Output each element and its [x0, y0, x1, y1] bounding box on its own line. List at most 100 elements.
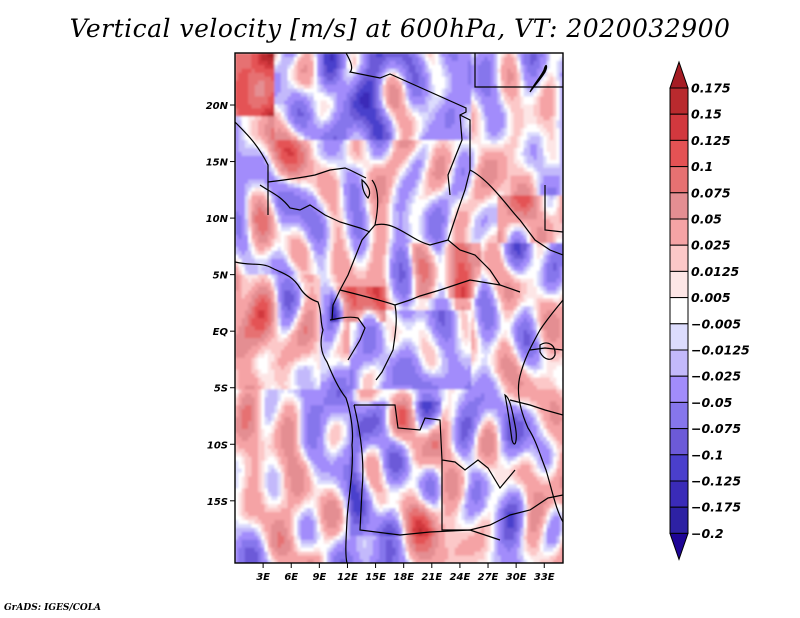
field-cell [438, 104, 443, 110]
field-cell [385, 219, 390, 224]
field-cell [484, 215, 489, 220]
field-cell [559, 167, 563, 173]
field-cell [546, 187, 551, 193]
field-cell [294, 104, 298, 110]
field-cell [467, 171, 472, 177]
field-cell [441, 60, 446, 66]
field-cell [267, 53, 272, 58]
field-cell [330, 191, 334, 197]
field-cell [504, 167, 508, 173]
field-cell [284, 179, 289, 185]
field-cell [415, 223, 420, 228]
field-cell [546, 144, 551, 149]
field-cell [303, 195, 308, 201]
field-cell [323, 116, 328, 121]
field-cell [326, 136, 331, 141]
field-cell [435, 96, 439, 102]
field-cell [425, 100, 430, 106]
field-cell [431, 239, 436, 244]
field-cell [497, 227, 502, 232]
field-cell [280, 243, 285, 248]
field-cell [418, 215, 423, 220]
field-cell [500, 148, 505, 153]
field-cell [540, 219, 544, 224]
field-cell [477, 148, 482, 153]
field-cell [540, 159, 544, 165]
field-cell [369, 76, 374, 82]
field-cell [451, 108, 456, 113]
field-cell [399, 92, 403, 98]
field-cell [556, 148, 561, 153]
field-cell [366, 175, 371, 181]
field-cell [346, 64, 351, 70]
field-cell [326, 227, 331, 232]
field-cell [510, 195, 515, 201]
field-cell [494, 136, 498, 141]
field-cell [504, 136, 508, 141]
field-cell [543, 243, 548, 248]
field-cell [474, 144, 479, 149]
field-cell [405, 116, 410, 121]
field-cell [415, 203, 420, 208]
field-cell [444, 120, 449, 125]
field-cell [441, 219, 446, 224]
field-cell [425, 112, 430, 117]
field-cell [317, 199, 321, 204]
field-cell [372, 246, 377, 252]
field-cell [399, 219, 403, 224]
field-cell [474, 132, 479, 137]
field-cell [369, 148, 374, 153]
field-cell [504, 124, 508, 129]
field-cell [412, 187, 416, 193]
field-cell [513, 207, 518, 212]
field-cell [300, 92, 305, 98]
field-cell [235, 179, 239, 185]
field-cell [372, 231, 377, 236]
field-cell [326, 199, 331, 204]
field-cell [320, 68, 325, 74]
field-cell [340, 235, 344, 240]
field-cell [336, 159, 341, 165]
field-cell [467, 60, 472, 66]
field-cell [294, 163, 298, 169]
field-cell [507, 207, 512, 212]
field-cell [310, 199, 315, 204]
field-cell [425, 231, 430, 236]
field-cell [405, 108, 410, 113]
field-cell [431, 104, 436, 110]
field-cell [376, 76, 380, 82]
field-cell [330, 88, 334, 94]
field-cell [353, 175, 357, 181]
field-cell [494, 195, 498, 201]
field-cell [258, 80, 262, 86]
field-cell [428, 68, 433, 74]
field-cell [418, 60, 423, 66]
field-cell [307, 100, 312, 106]
field-cell [356, 64, 361, 70]
field-cell [513, 116, 518, 121]
field-cell [543, 120, 548, 125]
field-cell [362, 84, 367, 90]
field-cell [330, 84, 334, 90]
field-cell [536, 140, 541, 145]
field-cell [326, 96, 331, 102]
field-cell [320, 187, 325, 193]
field-cell [313, 140, 318, 145]
field-cell [395, 57, 400, 62]
field-cell [523, 215, 528, 220]
field-cell [244, 128, 249, 133]
field-cell [507, 231, 512, 236]
field-cell [504, 88, 508, 94]
field-cell [313, 108, 318, 113]
field-cell [556, 187, 561, 193]
field-cell [379, 88, 384, 94]
field-cell [310, 88, 315, 94]
field-cell [523, 227, 528, 232]
field-cell [467, 68, 472, 74]
field-cell [467, 227, 472, 232]
field-cell [303, 183, 308, 189]
field-cell [251, 60, 256, 66]
field-cell [271, 239, 275, 244]
field-cell [428, 76, 433, 82]
field-cell [356, 124, 361, 129]
